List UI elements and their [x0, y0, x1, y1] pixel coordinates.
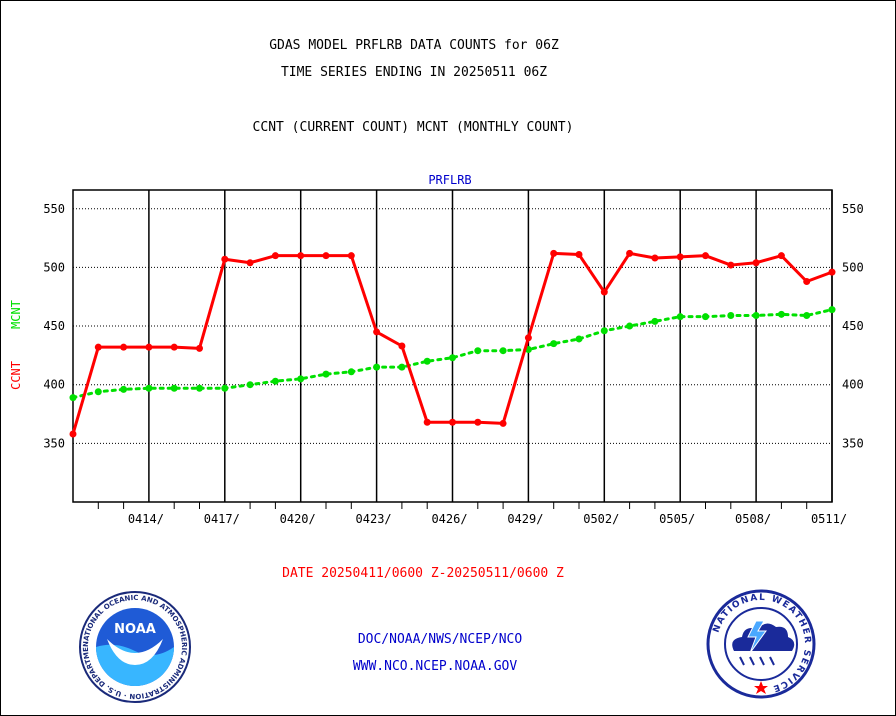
- date-range: DATE 20250411/0600 Z-20250511/0600 Z: [282, 566, 564, 581]
- data-point-mcnt: [120, 385, 128, 393]
- x-tick-label: 0420/: [280, 512, 316, 526]
- y-tick-label-right: 350: [842, 436, 864, 450]
- data-point-mcnt: [676, 313, 684, 321]
- y-tick-label-right: 550: [842, 202, 864, 216]
- y-tick-label-left: 550: [43, 202, 65, 216]
- data-point-ccnt: [297, 252, 305, 260]
- data-point-ccnt: [575, 251, 583, 259]
- data-point-ccnt: [69, 430, 77, 438]
- data-point-mcnt: [246, 381, 254, 389]
- data-point-mcnt: [373, 363, 381, 371]
- y-axis-label: CCNT MCNT: [9, 300, 23, 390]
- x-tick-label: 0429/: [507, 512, 543, 526]
- data-point-mcnt: [322, 370, 330, 378]
- data-point-ccnt: [702, 252, 709, 260]
- chart-title-line2: TIME SERIES ENDING IN 20250511 06Z: [280, 65, 548, 80]
- x-tick-label: 0417/: [204, 512, 240, 526]
- y-tick-label-left: 500: [43, 260, 65, 274]
- data-point-mcnt: [449, 354, 456, 362]
- data-point-ccnt: [499, 419, 507, 427]
- data-point-mcnt: [600, 327, 608, 335]
- org-line: DOC/NOAA/NWS/NCEP/NCO: [357, 632, 523, 647]
- data-point-mcnt: [170, 384, 178, 392]
- y-tick-label-left: 350: [43, 436, 65, 450]
- data-point-ccnt: [600, 288, 608, 296]
- url-line: WWW.NCO.NCEP.NOAA.GOV: [352, 659, 518, 674]
- data-point-ccnt: [651, 254, 659, 262]
- data-point-mcnt: [69, 394, 77, 402]
- y-tick-label-right: 400: [842, 378, 864, 392]
- data-point-mcnt: [271, 377, 279, 385]
- data-point-ccnt: [777, 252, 785, 260]
- data-point-mcnt: [398, 363, 406, 371]
- data-point-ccnt: [676, 253, 684, 261]
- chart-subtitle: CCNT (CURRENT COUNT) MCNT (MONTHLY COUNT…: [252, 120, 574, 135]
- data-point-mcnt: [702, 313, 709, 321]
- data-point-ccnt: [145, 343, 153, 351]
- data-point-ccnt: [271, 252, 279, 260]
- x-tick-label: 0511/: [811, 512, 847, 526]
- data-point-ccnt: [322, 252, 330, 260]
- x-tick-label: 0414/: [128, 512, 164, 526]
- data-point-ccnt: [727, 261, 735, 269]
- data-point-mcnt: [145, 384, 153, 392]
- y-tick-label-right: 450: [842, 319, 864, 333]
- y-tick-label-left: 400: [43, 378, 65, 392]
- data-point-ccnt: [803, 277, 811, 285]
- data-point-mcnt: [94, 388, 102, 396]
- data-point-mcnt: [499, 347, 507, 355]
- x-tick-label: 0502/: [583, 512, 619, 526]
- data-point-mcnt: [777, 310, 785, 318]
- x-tick-label: 0423/: [356, 512, 392, 526]
- data-point-ccnt: [398, 342, 406, 350]
- data-point-ccnt: [524, 334, 532, 342]
- x-tick-label: 0505/: [659, 512, 695, 526]
- y-axis-label-ccnt: CCNT: [9, 361, 23, 390]
- data-point-mcnt: [575, 335, 583, 343]
- data-point-mcnt: [727, 312, 735, 320]
- chart-title-line1: GDAS MODEL PRFLRB DATA COUNTS for 06Z: [269, 38, 559, 53]
- data-point-ccnt: [196, 344, 203, 352]
- y-tick-label-right: 500: [842, 260, 864, 274]
- data-point-ccnt: [170, 343, 178, 351]
- nws-logo: NATIONAL WEATHER SERVICE: [706, 589, 816, 699]
- data-point-ccnt: [221, 255, 229, 263]
- data-point-ccnt: [373, 328, 381, 336]
- data-point-mcnt: [803, 312, 811, 320]
- plot-frame: [72, 189, 833, 503]
- data-point-ccnt: [752, 259, 760, 267]
- x-tick-label: 0508/: [735, 512, 771, 526]
- series-layer: [69, 249, 836, 438]
- data-point-mcnt: [651, 317, 659, 325]
- y-axis-label-mcnt: MCNT: [9, 300, 23, 329]
- data-point-mcnt: [550, 340, 558, 348]
- data-point-ccnt: [828, 268, 836, 276]
- data-point-ccnt: [246, 259, 254, 267]
- data-point-ccnt: [120, 343, 128, 351]
- data-point-mcnt: [626, 322, 634, 330]
- data-point-ccnt: [550, 249, 558, 257]
- data-point-mcnt: [828, 306, 836, 314]
- data-point-ccnt: [423, 418, 431, 426]
- data-point-mcnt: [474, 347, 482, 355]
- data-point-mcnt: [752, 312, 760, 320]
- data-point-ccnt: [474, 418, 482, 426]
- data-point-mcnt: [347, 368, 355, 376]
- data-point-ccnt: [347, 252, 355, 260]
- grid-layer: [73, 190, 833, 502]
- noaa-logo: NATIONAL OCEANIC AND ATMOSPHERIC ADMINIS…: [77, 589, 191, 703]
- panel-title: PRFLRB: [428, 173, 471, 187]
- data-point-ccnt: [626, 249, 634, 257]
- data-point-mcnt: [196, 384, 203, 392]
- axis-layer: 350 350 400 400 450 450 500 500 550 550 0414/0417/…: [43, 189, 864, 526]
- data-point-mcnt: [221, 384, 229, 392]
- y-tick-label-left: 450: [43, 319, 65, 333]
- data-point-mcnt: [297, 375, 305, 383]
- noaa-text: NOAA: [114, 622, 156, 637]
- data-point-ccnt: [94, 343, 102, 351]
- x-tick-label: 0426/: [431, 512, 467, 526]
- data-point-ccnt: [449, 418, 456, 426]
- data-point-mcnt: [423, 357, 431, 365]
